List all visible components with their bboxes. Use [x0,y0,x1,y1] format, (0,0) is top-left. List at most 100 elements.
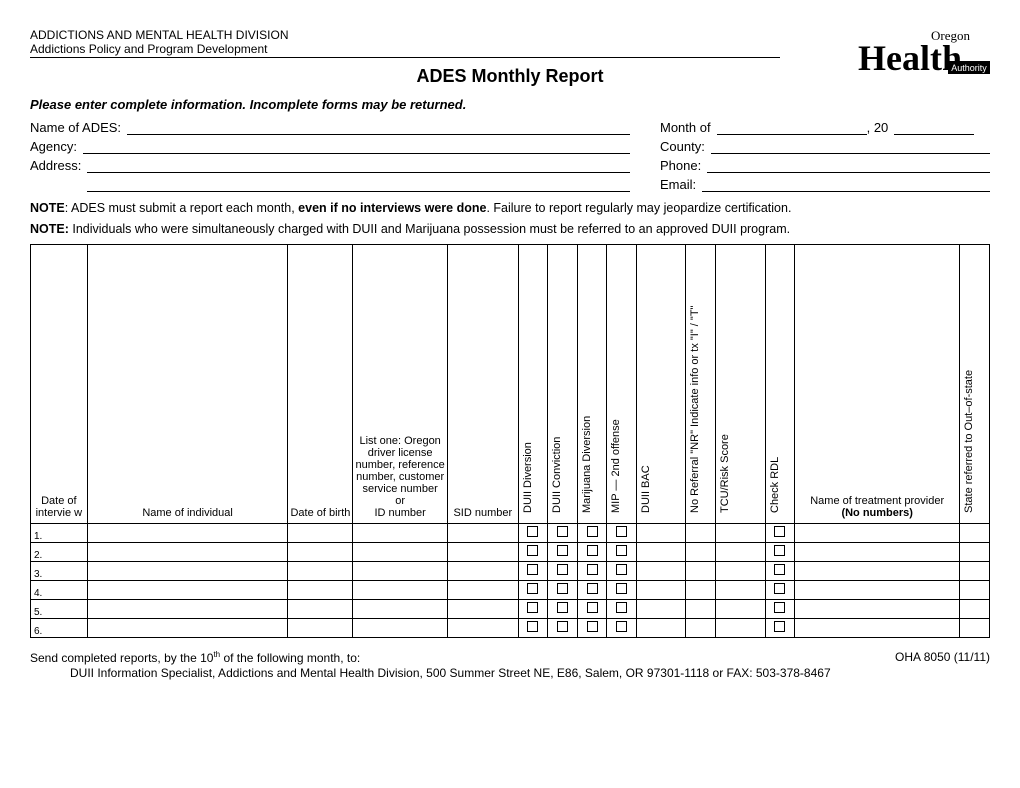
cell-mip[interactable] [607,599,637,618]
cell-provider[interactable] [795,580,960,599]
cell-rdl[interactable] [765,523,795,542]
cell-dob[interactable] [288,618,353,637]
cell-name[interactable] [87,580,288,599]
month-input[interactable] [717,120,867,135]
cell-noreferral[interactable] [686,580,716,599]
cell-marij[interactable] [577,561,607,580]
cell-duii-div[interactable] [518,542,548,561]
address-input[interactable] [87,158,630,173]
cell-sid[interactable] [447,618,518,637]
cell-state[interactable] [960,523,990,542]
cell-state[interactable] [960,561,990,580]
year-input[interactable] [894,120,974,135]
cell-rdl[interactable] [765,580,795,599]
cell-sid[interactable] [447,580,518,599]
checkbox-icon[interactable] [527,526,538,537]
cell-id[interactable] [353,580,447,599]
checkbox-icon[interactable] [557,602,568,613]
cell-id[interactable] [353,618,447,637]
cell-sid[interactable] [447,599,518,618]
cell-marij[interactable] [577,542,607,561]
cell-bac[interactable] [636,599,686,618]
cell-provider[interactable] [795,523,960,542]
cell-dob[interactable] [288,523,353,542]
checkbox-icon[interactable] [774,564,785,575]
phone-input[interactable] [707,158,990,173]
cell-state[interactable] [960,580,990,599]
cell-noreferral[interactable] [686,618,716,637]
cell-name[interactable] [87,618,288,637]
cell-noreferral[interactable] [686,561,716,580]
checkbox-icon[interactable] [527,602,538,613]
cell-name[interactable] [87,542,288,561]
cell-duii-conv[interactable] [548,523,578,542]
cell-duii-conv[interactable] [548,599,578,618]
checkbox-icon[interactable] [587,526,598,537]
cell-provider[interactable] [795,618,960,637]
cell-dob[interactable] [288,580,353,599]
cell-id[interactable] [353,542,447,561]
cell-tcu[interactable] [715,599,765,618]
cell-tcu[interactable] [715,580,765,599]
cell-bac[interactable] [636,618,686,637]
checkbox-icon[interactable] [774,583,785,594]
name-input[interactable] [127,120,630,135]
address2-input[interactable] [87,177,630,192]
checkbox-icon[interactable] [527,583,538,594]
cell-sid[interactable] [447,542,518,561]
email-input[interactable] [702,177,990,192]
cell-bac[interactable] [636,580,686,599]
cell-duii-conv[interactable] [548,542,578,561]
cell-name[interactable] [87,523,288,542]
checkbox-icon[interactable] [587,621,598,632]
cell-rdl[interactable] [765,542,795,561]
county-input[interactable] [711,139,990,154]
cell-noreferral[interactable] [686,523,716,542]
cell-id[interactable] [353,599,447,618]
cell-bac[interactable] [636,523,686,542]
cell-state[interactable] [960,618,990,637]
cell-provider[interactable] [795,599,960,618]
checkbox-icon[interactable] [616,583,627,594]
cell-id[interactable] [353,523,447,542]
cell-duii-div[interactable] [518,618,548,637]
cell-state[interactable] [960,599,990,618]
cell-tcu[interactable] [715,618,765,637]
cell-dob[interactable] [288,599,353,618]
cell-noreferral[interactable] [686,599,716,618]
cell-tcu[interactable] [715,542,765,561]
cell-mip[interactable] [607,523,637,542]
cell-provider[interactable] [795,542,960,561]
checkbox-icon[interactable] [587,545,598,556]
checkbox-icon[interactable] [616,564,627,575]
cell-mip[interactable] [607,618,637,637]
cell-duii-conv[interactable] [548,580,578,599]
checkbox-icon[interactable] [527,564,538,575]
cell-rdl[interactable] [765,618,795,637]
checkbox-icon[interactable] [587,583,598,594]
cell-tcu[interactable] [715,561,765,580]
cell-rdl[interactable] [765,561,795,580]
cell-dob[interactable] [288,561,353,580]
checkbox-icon[interactable] [557,545,568,556]
cell-duii-div[interactable] [518,561,548,580]
checkbox-icon[interactable] [587,602,598,613]
cell-sid[interactable] [447,561,518,580]
checkbox-icon[interactable] [774,526,785,537]
checkbox-icon[interactable] [616,545,627,556]
cell-bac[interactable] [636,542,686,561]
cell-provider[interactable] [795,561,960,580]
cell-marij[interactable] [577,599,607,618]
checkbox-icon[interactable] [616,526,627,537]
cell-duii-div[interactable] [518,523,548,542]
checkbox-icon[interactable] [527,545,538,556]
checkbox-icon[interactable] [557,583,568,594]
cell-bac[interactable] [636,561,686,580]
cell-duii-div[interactable] [518,580,548,599]
checkbox-icon[interactable] [587,564,598,575]
cell-duii-conv[interactable] [548,561,578,580]
checkbox-icon[interactable] [774,621,785,632]
cell-marij[interactable] [577,580,607,599]
checkbox-icon[interactable] [774,545,785,556]
checkbox-icon[interactable] [527,621,538,632]
